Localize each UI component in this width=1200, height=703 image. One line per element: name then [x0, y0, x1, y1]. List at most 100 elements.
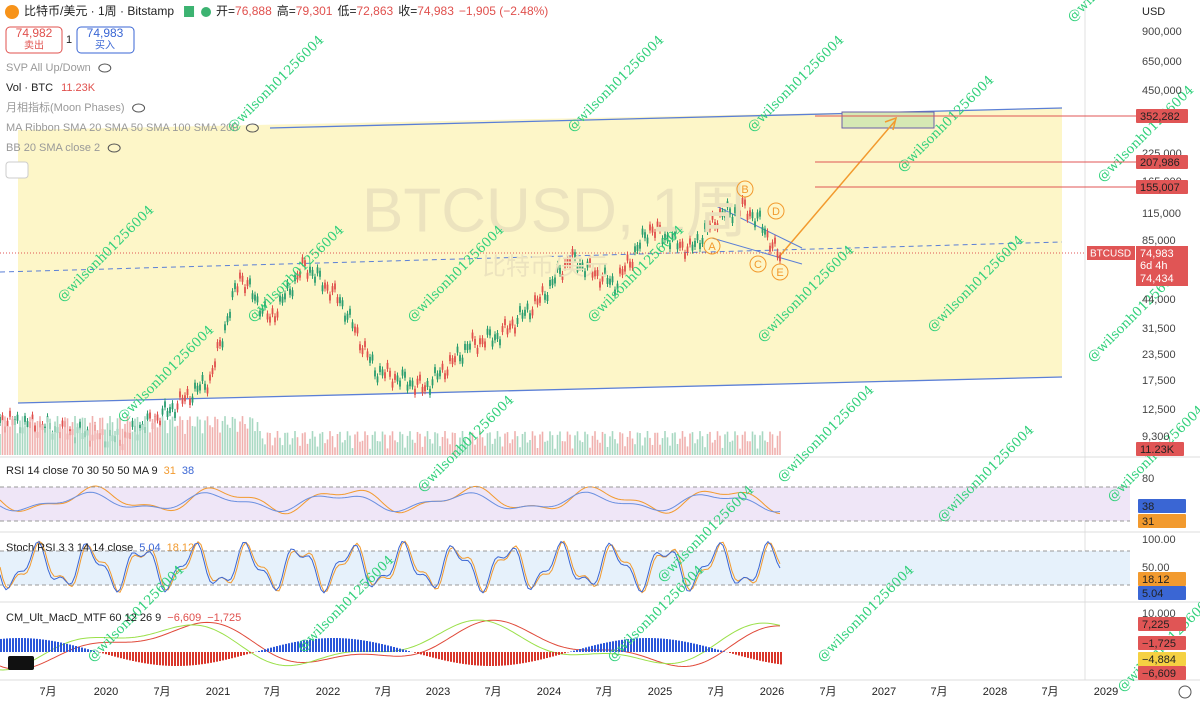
volume-bar — [219, 432, 221, 455]
candle — [414, 388, 416, 395]
candle — [6, 420, 9, 427]
volume-bar — [414, 442, 416, 455]
sell-button[interactable] — [5, 26, 63, 54]
volume-bar — [711, 442, 714, 455]
macd-hist — [525, 652, 527, 663]
label: 1 — [66, 34, 72, 46]
volume-bar — [696, 439, 699, 455]
candle — [394, 373, 396, 380]
volume-bar — [536, 448, 539, 455]
macd-hist — [555, 652, 557, 656]
volume-bar — [224, 416, 226, 455]
macd-hist — [36, 638, 38, 652]
macd-hist — [327, 638, 329, 652]
price-tick: 17,500 — [1142, 375, 1176, 387]
macd-hist — [123, 652, 125, 659]
volume-bar — [11, 416, 14, 455]
macd-hist — [753, 652, 755, 660]
volume-bar — [151, 419, 154, 455]
volume-bar — [136, 417, 139, 455]
candle — [279, 295, 281, 302]
macd-hist — [441, 652, 443, 660]
candle — [741, 198, 744, 205]
header-text: 开= — [216, 4, 235, 18]
dashed-trend — [0, 241, 1063, 273]
macd-hist — [375, 642, 377, 652]
volume-bar — [239, 421, 241, 455]
settings-icon[interactable] — [1178, 685, 1192, 699]
buy-button[interactable] — [76, 26, 135, 54]
macd-hist — [399, 648, 401, 652]
candle — [411, 380, 414, 387]
macd-hist — [387, 645, 389, 652]
macd-hist — [0, 638, 2, 652]
hide-icon — [107, 143, 121, 153]
volume-bar — [376, 441, 379, 455]
candle — [581, 262, 584, 269]
macd-hist — [522, 652, 524, 664]
volume-bar — [541, 431, 544, 455]
volume-bar — [559, 431, 561, 455]
wave-marker — [767, 202, 785, 220]
macd-hist — [81, 647, 83, 652]
volume-bar — [604, 433, 606, 455]
candle — [234, 283, 236, 290]
volume-bar — [79, 429, 81, 455]
candle — [674, 230, 676, 237]
macd-hist — [552, 652, 554, 657]
candle — [666, 234, 669, 241]
macd-hist — [63, 643, 65, 652]
volume-bar — [721, 447, 724, 455]
volume-bar — [236, 431, 239, 455]
volume-bar — [531, 431, 534, 455]
volume-bar — [634, 444, 636, 455]
volume-bar — [1, 419, 4, 455]
volume-bar — [64, 417, 66, 455]
macd-hist — [573, 650, 575, 652]
candle — [299, 271, 301, 278]
candle — [769, 245, 771, 252]
macd-hist — [633, 638, 635, 652]
candle — [361, 348, 364, 355]
volume-bar — [334, 447, 336, 455]
macd-hist — [291, 642, 293, 652]
collapse-button[interactable] — [5, 161, 29, 179]
volume-bar — [714, 439, 716, 455]
indicator-name: MA Ribbon SMA 20 SMA 50 SMA 100 SMA 200 — [6, 122, 238, 134]
candle — [561, 273, 564, 280]
macd-hist — [651, 638, 653, 652]
time-tick: 7月 — [153, 686, 170, 698]
volume-bar — [0, 434, 1, 455]
volume-bar — [266, 432, 269, 455]
macd-hist — [762, 652, 764, 662]
volume-bar — [516, 436, 519, 455]
macd-hist — [297, 641, 299, 652]
time-tick: 2028 — [983, 686, 1007, 698]
volume-bar — [576, 431, 579, 455]
candle — [166, 410, 169, 417]
candle — [746, 213, 749, 220]
macd-hist — [777, 652, 779, 665]
candle — [399, 380, 401, 387]
header-text: 比特币/美元 · 1周 · Bitstamp — [24, 3, 174, 18]
volume-bar — [664, 431, 666, 455]
volume-bar — [119, 417, 121, 455]
macd-hist — [222, 652, 224, 661]
macd-hist — [444, 652, 446, 661]
header-text: −1,905 (−2.48%) — [459, 4, 548, 18]
volume-bar — [66, 418, 69, 455]
macd-hist — [258, 650, 260, 652]
hide-icon — [245, 123, 259, 133]
volume-bar — [104, 429, 106, 455]
volume-bar — [736, 435, 739, 455]
volume-bar — [356, 431, 359, 455]
macd-hist — [480, 652, 482, 666]
candle — [186, 388, 189, 395]
candle — [551, 279, 554, 286]
volume-bar — [49, 418, 51, 455]
volume-bar — [409, 431, 411, 455]
volume-bar — [179, 416, 181, 455]
rsi-ma — [0, 491, 781, 513]
macd-hist — [69, 644, 71, 652]
macd-hist — [168, 652, 170, 666]
